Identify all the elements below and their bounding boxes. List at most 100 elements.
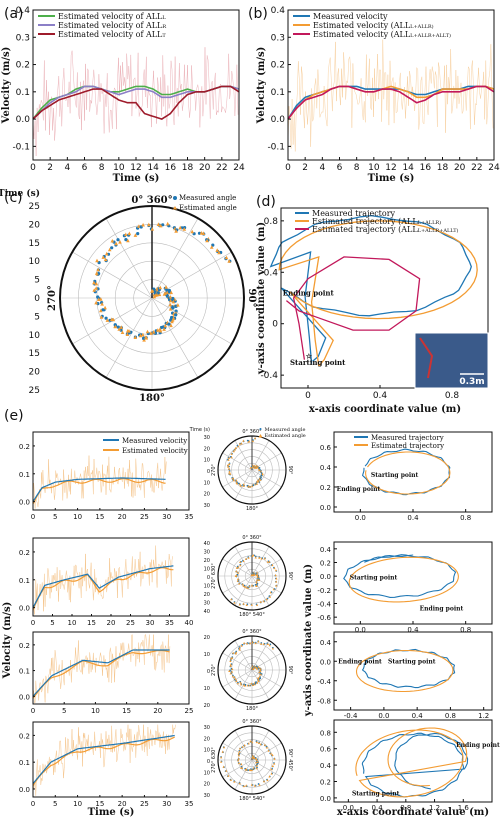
estimated-angle-point [227,458,230,461]
polar-chart-c: 25 20 15 10 5 0 5 10 15 20 25 Time (s) 0° 360° 180° 90… [0,188,257,404]
x-tick-label: 0.8 [460,626,471,634]
y-tick-label: 0.4 [320,639,332,647]
radial-tick-label: 30 [204,601,210,607]
inset-photo [414,332,489,389]
estimated-angle-point [229,663,232,666]
polar-grid-spoke [222,742,253,761]
angle-label-top: 0° 360° [242,719,262,725]
estimated-angle-point [104,251,109,256]
x-tick-label: 4 [64,163,70,173]
estimated-angle-point [94,281,99,286]
angle-label-bottom: 180° [139,393,165,404]
polar-grid-spoke [251,742,282,761]
x-tick-label: 14 [402,163,414,173]
measured-angle-point [110,246,114,250]
y-tick-label: 0.3 [16,33,30,43]
x-tick-label: 0.8 [460,514,471,522]
y-axis-label: Velocity (m/s) [256,47,267,125]
estimated-angle-point [251,554,254,557]
measured-velocity-line [32,565,174,608]
estimated-angle-point [226,464,230,467]
plot-frame [333,541,493,625]
y-tick-label: 0.0 [320,504,331,512]
estimated-angle-point [245,784,248,787]
estimated-angle-point [176,303,180,307]
x-tick-label: 20 [118,513,127,521]
y-tick-label: 0.0 [19,499,30,507]
polar-chart-e3: 20 10 0 10 20 0° 360° 180° 90° 270° [204,629,293,712]
estimated-angle-point [228,472,231,475]
x-tick-label: 20 [199,163,211,173]
estimated-angle-point [245,603,248,606]
x-tick-label: 12 [385,163,396,173]
legend-label: Estimated velocity of ALLR [58,21,166,30]
radial-tick-label: 20 [204,558,210,564]
estimated-angle-point [117,327,121,331]
estimated-angle-point [271,647,274,650]
estimated-angle-point [151,330,156,334]
x-tick-label: 0.0 [343,804,354,812]
estimated-angle-point [246,684,249,687]
y-tick-label: 0.0 [320,658,331,666]
estimated-angle-point [220,760,223,763]
estimated-angle-point [256,760,259,763]
y-tick-label: 0.2 [19,642,30,650]
x-tick-label: 10 [368,163,380,173]
estimated-angle-point [254,437,257,440]
x-tick-label: 22 [216,163,227,173]
estimated-angle-point [245,642,249,645]
estimated-velocity-line [32,567,174,611]
x-axis-label: Time (s) [368,173,415,184]
trajectory-line [348,556,459,603]
x-tick-label: 40 [185,619,194,627]
estimated-angle-point [251,754,255,757]
measured-velocity-line [32,477,166,502]
estimated-angle-point [255,757,258,760]
estimated-angle-point [233,780,236,783]
point-annotation: Starting point [350,575,398,582]
estimated-angle-point [250,584,253,587]
estimated-angle-point [105,318,110,322]
radial-tick-label: 30 [204,550,210,556]
y-tick-label: 0.6 [320,746,332,754]
measured-velocity-line [32,649,170,697]
radial-tick-label: 10 [204,567,210,573]
x-tick-label: 10 [113,163,125,173]
angle-label-top: 0° 360° [131,195,172,206]
x-tick-label: 2 [302,163,308,173]
estimated-angle-point [240,766,244,769]
estimated-velocity-line [32,736,175,787]
estimated-angle-point [242,784,245,788]
x-tick-label: 1.2 [429,804,440,812]
estimated-angle-point [227,465,230,468]
estimated-angle-point [242,439,245,442]
polar-grid-spoke [151,297,232,345]
estimated-angle-point [238,603,241,606]
estimated-angle-point [221,750,224,753]
y-tick-label: 0.6 [320,444,332,452]
estimated-angle-point [94,271,99,275]
panel-e-label: (e) [4,408,24,424]
y-tick-label: 0.1 [19,759,30,767]
estimated-angle-point [240,442,243,445]
estimated-angle-point [239,683,243,686]
y-tick-label: 0.8 [320,729,331,737]
radial-tick-label: 0 [207,759,210,765]
angle-label-right: 90° [287,666,293,675]
measured-angle-point [96,302,100,306]
estimated-angle-point [249,466,252,469]
legend-label: Estimated trajectory [371,442,444,450]
velocity-chart-b: 0 2 4 6 8 10 12 14 16 18 20 22 24-0.10.00.10.20.30.4… [256,6,500,184]
y-tick-label: 0.0 [320,795,331,803]
estimated-angle-point [243,744,246,747]
radial-tick-label: 20 [204,635,210,641]
panel-c-label: (c) [4,190,23,206]
estimated-angle-point [230,657,233,660]
estimated-angle-point [138,333,143,338]
velocity-chart-a: 0 2 4 6 8 10 12 14 16 18 20 22 24-0.10.00.10.20.30.4… [1,6,245,184]
estimated-angle-point [267,749,270,752]
legend-label: Estimated trajectory (ALLL+ALLR+ALLT) [312,225,459,234]
estimated-velocity-line [32,478,166,505]
estimated-angle-point [270,768,273,771]
